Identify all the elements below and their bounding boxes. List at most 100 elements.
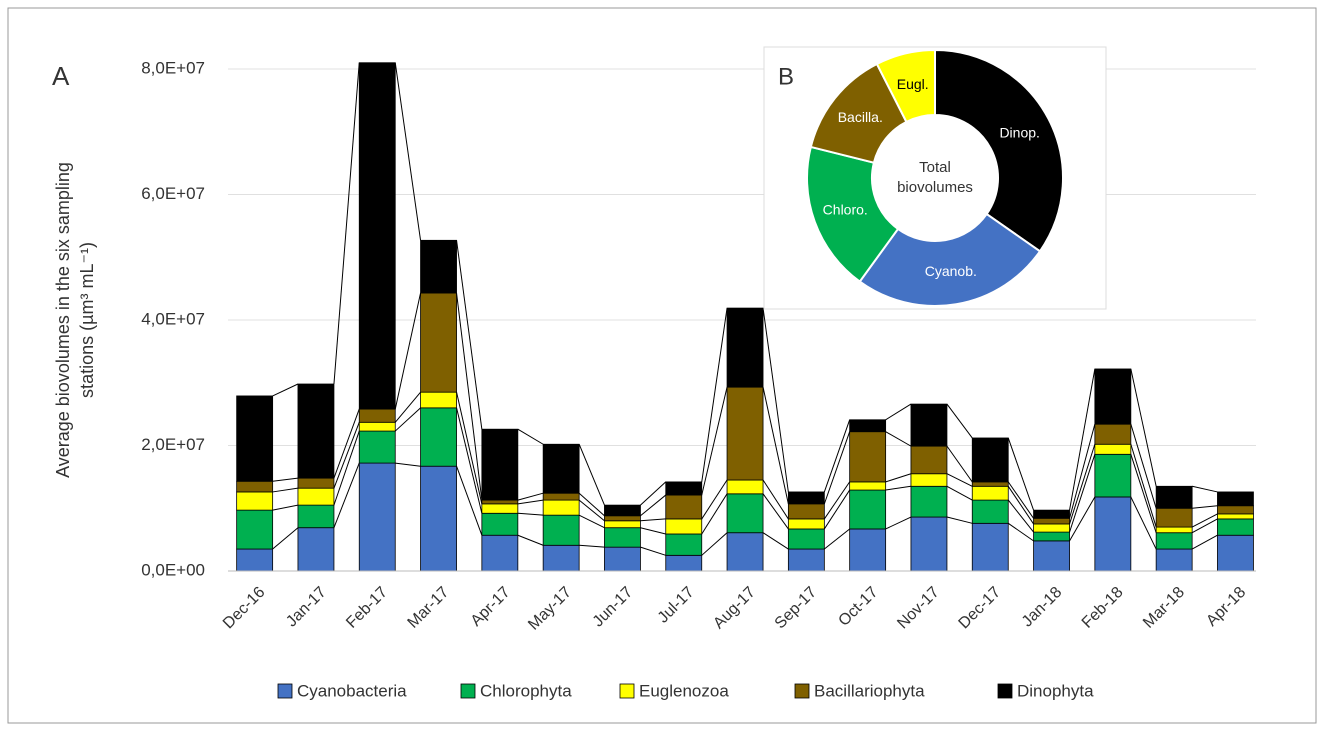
bar-segment	[604, 546, 641, 572]
slice-label: Cyanob.	[925, 263, 977, 279]
bar-segment	[604, 504, 641, 517]
connector	[456, 407, 483, 514]
bar-segment	[665, 518, 703, 535]
bar-segment	[420, 239, 457, 294]
connector	[517, 534, 544, 546]
connector	[1191, 513, 1218, 528]
bar-segment	[481, 428, 519, 501]
donut-slice	[806, 145, 900, 283]
connector	[395, 462, 421, 467]
connector	[640, 518, 666, 522]
connector	[1192, 505, 1218, 509]
bar-segment	[1033, 540, 1070, 572]
connector	[1191, 518, 1218, 534]
connector	[640, 481, 667, 506]
slice-label: Dinop.	[999, 125, 1039, 141]
bar-segment	[542, 544, 580, 572]
legend-label: Euglenozoa	[639, 681, 729, 700]
center-label: biovolumes	[897, 179, 973, 196]
bar-segment	[849, 528, 887, 572]
bar-segment	[236, 395, 274, 482]
bar-segment	[481, 499, 519, 505]
bar-segment	[1094, 453, 1132, 498]
bar-segment	[971, 481, 1009, 487]
bar-segment	[787, 528, 825, 550]
bar-segment	[481, 503, 519, 514]
connector	[517, 492, 544, 501]
connector	[333, 430, 360, 506]
connector	[1130, 496, 1157, 550]
bar-segment	[1094, 496, 1132, 572]
y-tick-label: 0,0E+00	[141, 560, 205, 579]
connector	[885, 485, 912, 491]
connector	[701, 493, 728, 535]
bar-segment	[1094, 423, 1132, 445]
slice-label: Chloro.	[823, 201, 868, 217]
donut-slice	[934, 48, 1064, 253]
bar-segment	[236, 509, 274, 550]
bar-segment	[420, 292, 457, 393]
bar-segment	[1155, 526, 1193, 534]
connector	[701, 532, 728, 556]
bar-segment	[236, 548, 274, 572]
connector	[701, 387, 728, 496]
bar-segment	[1033, 517, 1070, 525]
bar-segment	[726, 386, 764, 481]
bar-segment	[604, 520, 641, 529]
connector	[946, 445, 973, 483]
connector	[333, 408, 360, 479]
connector	[1069, 444, 1096, 525]
bar-segment	[726, 532, 764, 572]
connector	[517, 428, 544, 445]
bar-segment	[787, 491, 825, 505]
connector	[885, 403, 912, 421]
donut-slice	[858, 212, 1042, 307]
connector	[272, 527, 299, 550]
bar-segment	[358, 408, 396, 423]
connector	[946, 403, 973, 439]
bar-segment	[1155, 507, 1193, 528]
connector	[823, 419, 851, 493]
bar-segment	[542, 443, 580, 494]
connector	[578, 514, 605, 529]
connector	[272, 383, 299, 397]
bar-segment	[849, 431, 887, 483]
legend-swatch	[460, 683, 476, 699]
bar-segment	[1217, 505, 1254, 515]
bar-segment	[542, 514, 580, 546]
bar-segment	[420, 407, 457, 467]
connector	[394, 407, 421, 432]
connector	[885, 473, 912, 483]
connector	[1069, 496, 1096, 542]
connector	[640, 494, 667, 517]
connector	[762, 532, 789, 550]
bar-segment	[297, 383, 335, 479]
connector	[1191, 534, 1218, 550]
bar-segment	[910, 445, 948, 475]
bar-segment	[849, 489, 887, 530]
legend-label: Chlorophyta	[480, 681, 572, 700]
bar-segment	[971, 437, 1009, 483]
connector	[762, 387, 789, 504]
y-tick-label: 8,0E+07	[141, 58, 205, 77]
center-label: Total	[919, 159, 951, 176]
connector	[823, 481, 851, 520]
connector	[333, 462, 360, 528]
y-tick-label: 2,0E+07	[141, 435, 205, 454]
bar-segment	[1033, 509, 1070, 519]
bar-segment	[665, 494, 703, 520]
connector	[1192, 485, 1218, 493]
bar-segment	[665, 554, 703, 572]
connector	[333, 422, 360, 489]
connector	[1069, 368, 1096, 511]
bar-segment	[481, 534, 519, 572]
bar-segment	[358, 462, 396, 572]
connector	[1130, 424, 1157, 509]
bar-segment	[849, 419, 887, 433]
bar-segment	[297, 527, 335, 572]
connector	[1130, 444, 1157, 528]
connector	[762, 308, 789, 493]
bar-segment	[1033, 531, 1070, 542]
panel-label: B	[778, 63, 794, 90]
